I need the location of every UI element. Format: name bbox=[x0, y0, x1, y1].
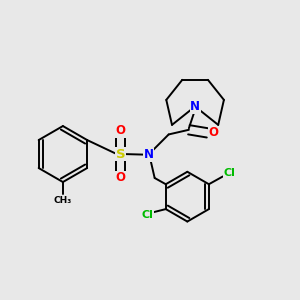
Text: S: S bbox=[116, 148, 125, 160]
Text: O: O bbox=[116, 172, 125, 184]
Text: Cl: Cl bbox=[141, 210, 153, 220]
Text: O: O bbox=[208, 126, 218, 140]
Text: Cl: Cl bbox=[223, 168, 235, 178]
Text: N: N bbox=[143, 148, 153, 161]
Text: N: N bbox=[190, 100, 200, 113]
Text: O: O bbox=[116, 124, 125, 137]
Text: CH₃: CH₃ bbox=[54, 196, 72, 205]
